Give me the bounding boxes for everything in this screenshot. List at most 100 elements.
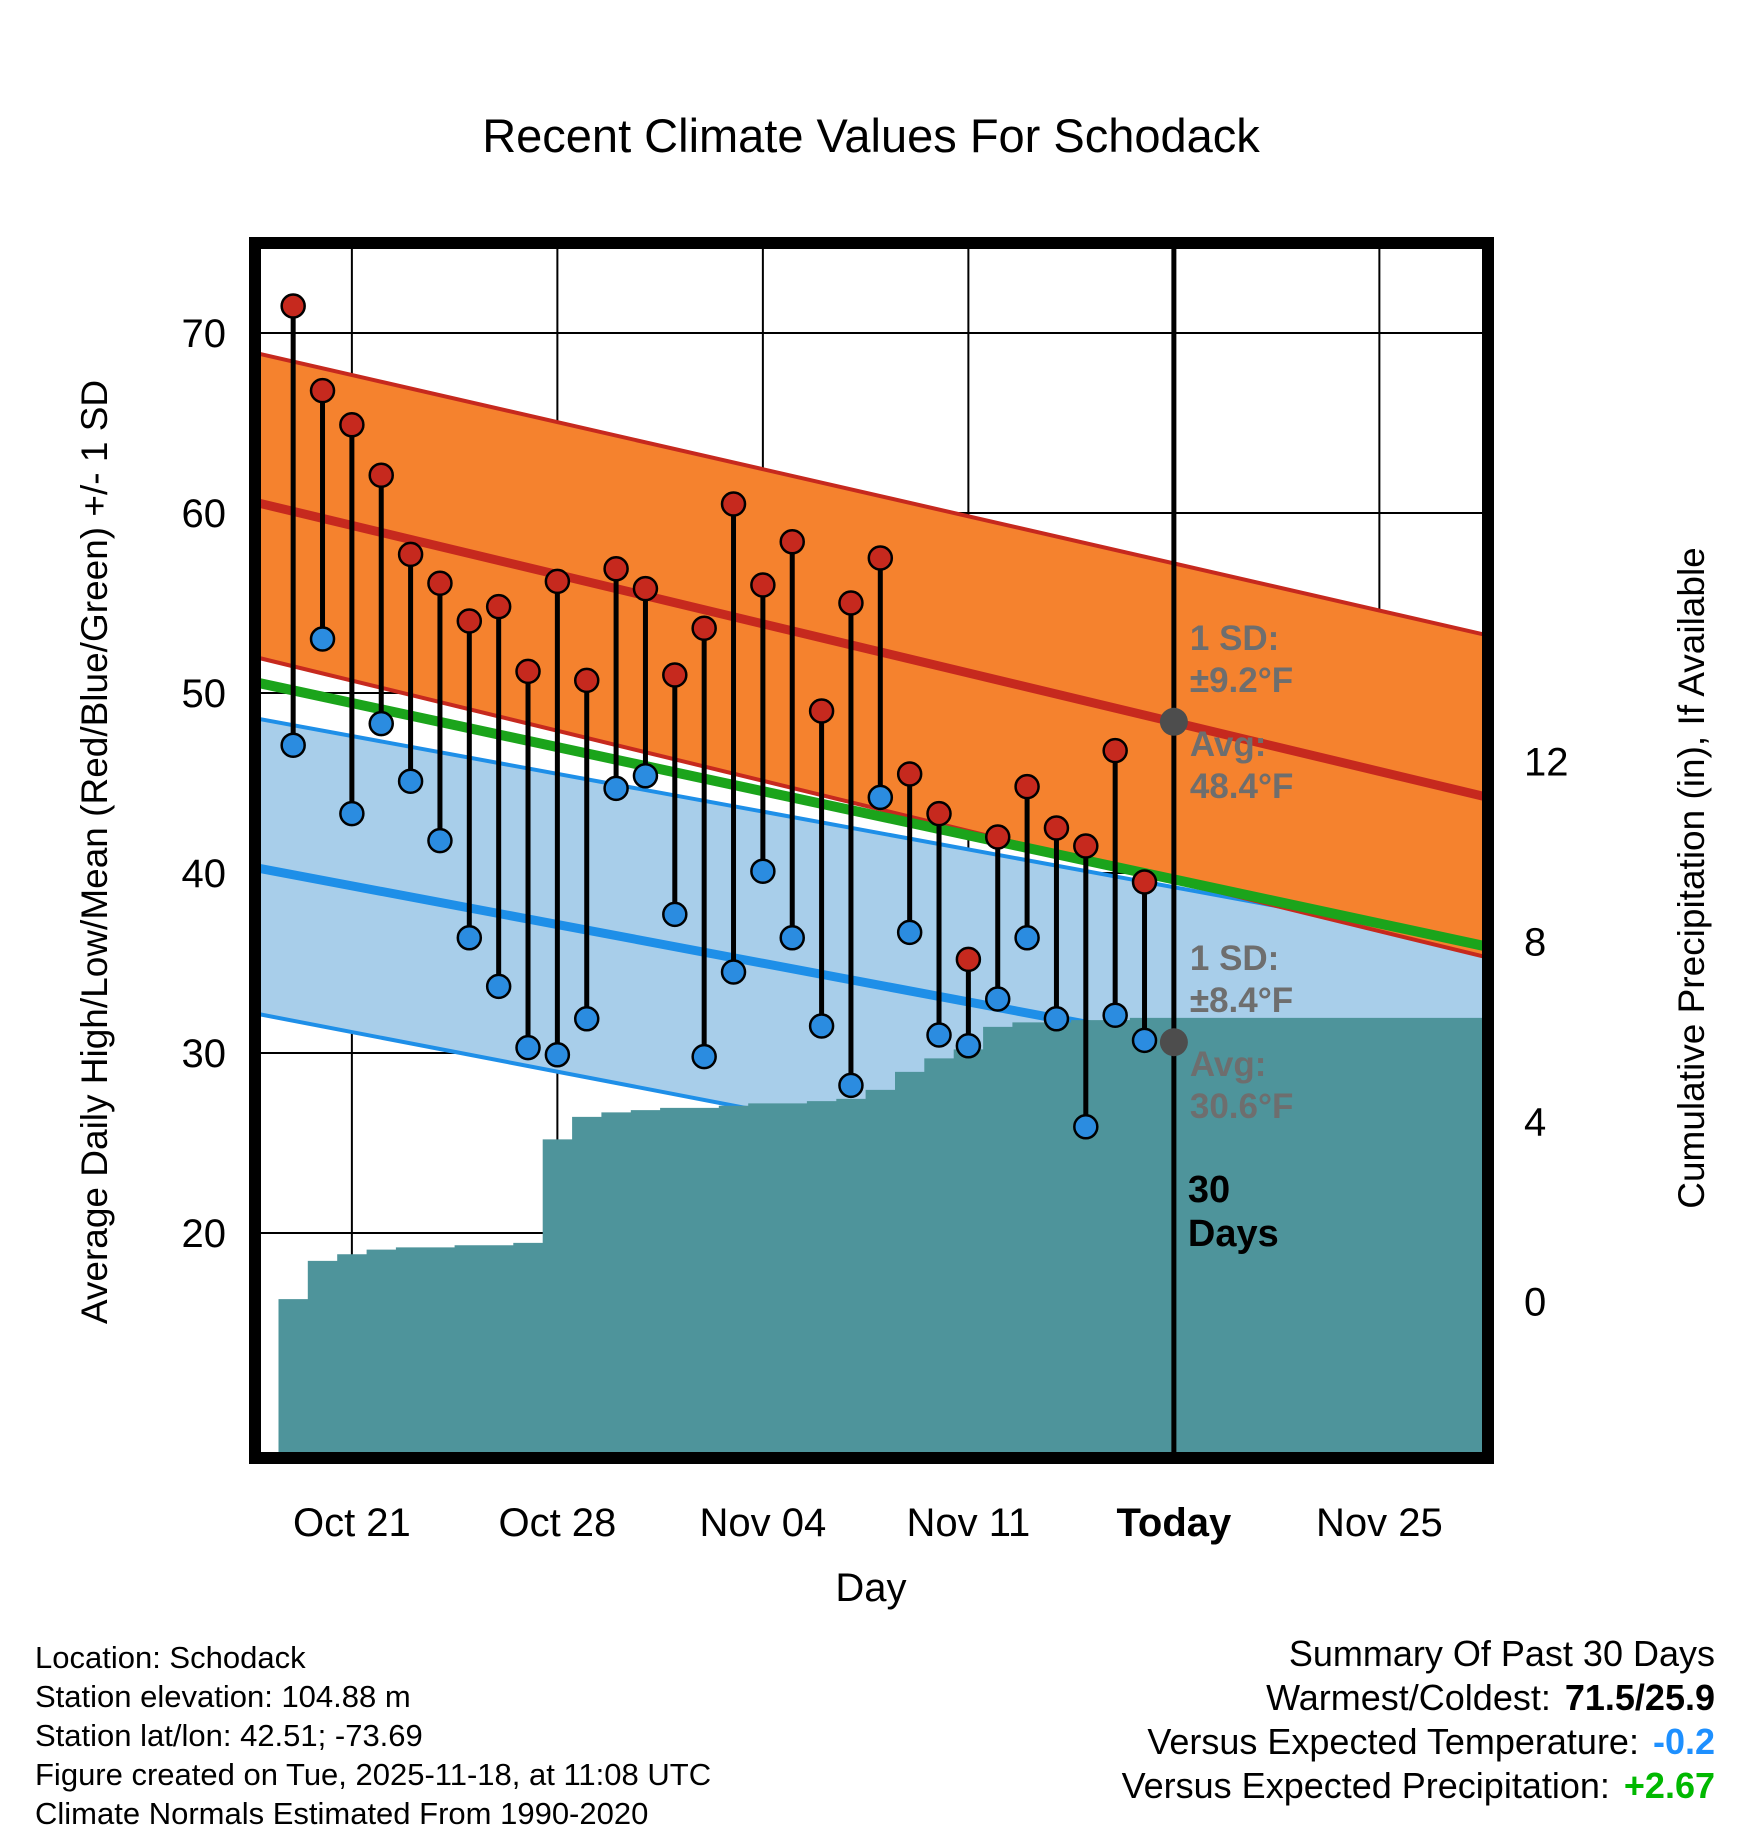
page-title: Recent Climate Values For Schodack <box>482 109 1260 162</box>
window-days-annotation: Days <box>1188 1213 1279 1255</box>
low-sd-annotation: ±8.4°F <box>1190 981 1293 1020</box>
summary-row-label: Versus Expected Precipitation: <box>1121 1765 1610 1806</box>
precip-area <box>278 1017 1488 1458</box>
high-dot <box>397 541 424 568</box>
low-dot <box>750 858 776 884</box>
low-dot <box>1073 1114 1099 1140</box>
footer-info: Location: Schodack Station elevation: 104… <box>35 1638 711 1833</box>
high-dot <box>750 572 776 598</box>
high-dot <box>456 608 483 634</box>
summary-row: Versus Expected Temperature: -0.2 <box>1122 1720 1715 1764</box>
plot-frame <box>249 237 1494 1464</box>
high-dot <box>896 761 923 787</box>
x-axis-tick-label: Oct 21 <box>293 1501 411 1545</box>
high-sd-annotation: 1 SD: <box>1190 619 1279 658</box>
low-dot <box>1131 1027 1158 1054</box>
low-avg-annotation: 30.6°F <box>1190 1087 1294 1126</box>
high-dot <box>1073 833 1099 859</box>
y-axis-tick-label: 40 <box>182 852 227 896</box>
high-dot <box>779 529 805 555</box>
low-dot <box>603 775 629 802</box>
y-axis-title: Average Daily High/Low/Mean (Red/Blue/Gr… <box>74 379 115 1325</box>
high-dot <box>1102 737 1128 764</box>
high-dot <box>280 293 306 319</box>
low-dot <box>838 1072 864 1099</box>
y2-axis-tick-label: 12 <box>1524 740 1569 784</box>
high-normal-line <box>253 497 1490 802</box>
high-dot <box>427 570 453 596</box>
high-dot <box>1131 869 1158 895</box>
low-dot <box>691 1043 717 1070</box>
footer-line: Station lat/lon: 42.51; -73.69 <box>35 1718 423 1753</box>
high-dot <box>1043 815 1070 841</box>
low-dot <box>779 925 805 951</box>
low-dot <box>1043 1006 1070 1032</box>
high-dot <box>515 658 541 685</box>
high-dot <box>926 800 952 827</box>
high-sd-annotation: ±9.2°F <box>1190 661 1293 700</box>
low-dot <box>427 827 453 854</box>
low-dot <box>485 973 512 1000</box>
x-axis-title: Day <box>835 1566 907 1610</box>
today-high-avg-dot <box>1159 707 1188 736</box>
high-dot <box>603 556 629 582</box>
low-dot <box>867 784 894 811</box>
today-low-avg-dot <box>1159 1028 1188 1057</box>
low-dot <box>456 925 483 951</box>
y2-axis-tick-label: 0 <box>1524 1280 1546 1324</box>
high-dot <box>955 946 982 973</box>
summary-row-label: Warmest/Coldest: <box>1266 1677 1551 1718</box>
high-dot <box>309 377 336 404</box>
low-dot <box>309 626 336 652</box>
high-dot <box>573 667 600 694</box>
y-axis-tick-label: 70 <box>182 312 227 356</box>
y-axis-tick-label: 30 <box>182 1032 227 1076</box>
low-sd-annotation: 1 SD: <box>1190 939 1279 978</box>
footer-line: Climate Normals Estimated From 1990-2020 <box>35 1796 649 1831</box>
high-band-top-edge <box>254 350 1489 638</box>
high-dot <box>485 593 512 620</box>
low-dot <box>397 768 424 794</box>
footer-line: Location: Schodack <box>35 1640 306 1675</box>
high-dot <box>544 568 571 595</box>
low-avg-annotation: Avg: <box>1190 1045 1266 1084</box>
high-dot <box>808 698 835 724</box>
y2-axis-title: Cumulative Precipitation (in), If Availa… <box>1671 547 1712 1209</box>
high-avg-annotation: 48.4°F <box>1190 767 1294 806</box>
y-axis-tick-label: 60 <box>182 492 227 536</box>
low-dot <box>573 1006 600 1032</box>
low-dot <box>720 959 747 985</box>
low-dot <box>896 919 923 946</box>
mean-normal-line <box>253 677 1490 952</box>
high-dot <box>691 615 717 641</box>
y-axis-tick-label: 50 <box>182 672 227 716</box>
low-dot <box>339 800 365 827</box>
summary-row: Versus Expected Precipitation: +2.67 <box>1122 1764 1715 1808</box>
summary-title: Summary Of Past 30 Days <box>1288 1633 1715 1674</box>
summary-row-label: Versus Expected Temperature: <box>1147 1721 1639 1762</box>
low-dot <box>955 1033 982 1059</box>
x-axis-tick-label: Nov 04 <box>700 1501 827 1545</box>
high-dot <box>838 590 864 616</box>
summary-panel: Summary Of Past 30 Days Warmest/Coldest:… <box>1122 1632 1715 1808</box>
footer-line: Figure created on Tue, 2025-11-18, at 11… <box>35 1757 712 1792</box>
y2-axis-tick-label: 4 <box>1524 1100 1546 1144</box>
low-dot <box>1014 925 1040 951</box>
low-dot <box>544 1042 571 1068</box>
high-dot <box>368 462 394 488</box>
high-normal-band <box>255 352 1488 958</box>
low-dot <box>280 732 306 758</box>
high-dot <box>632 575 659 602</box>
high-dot <box>867 545 894 571</box>
high-dot <box>662 662 688 688</box>
summary-row-value: -0.2 <box>1652 1721 1715 1762</box>
x-axis-tick-label: Nov 25 <box>1316 1501 1443 1545</box>
low-dot <box>632 763 659 789</box>
high-dot <box>720 491 747 517</box>
high-avg-annotation: Avg: <box>1190 725 1266 764</box>
low-dot <box>515 1034 541 1061</box>
low-dot <box>984 986 1011 1012</box>
y2-axis-tick-label: 8 <box>1524 920 1546 964</box>
low-dot <box>368 710 394 737</box>
